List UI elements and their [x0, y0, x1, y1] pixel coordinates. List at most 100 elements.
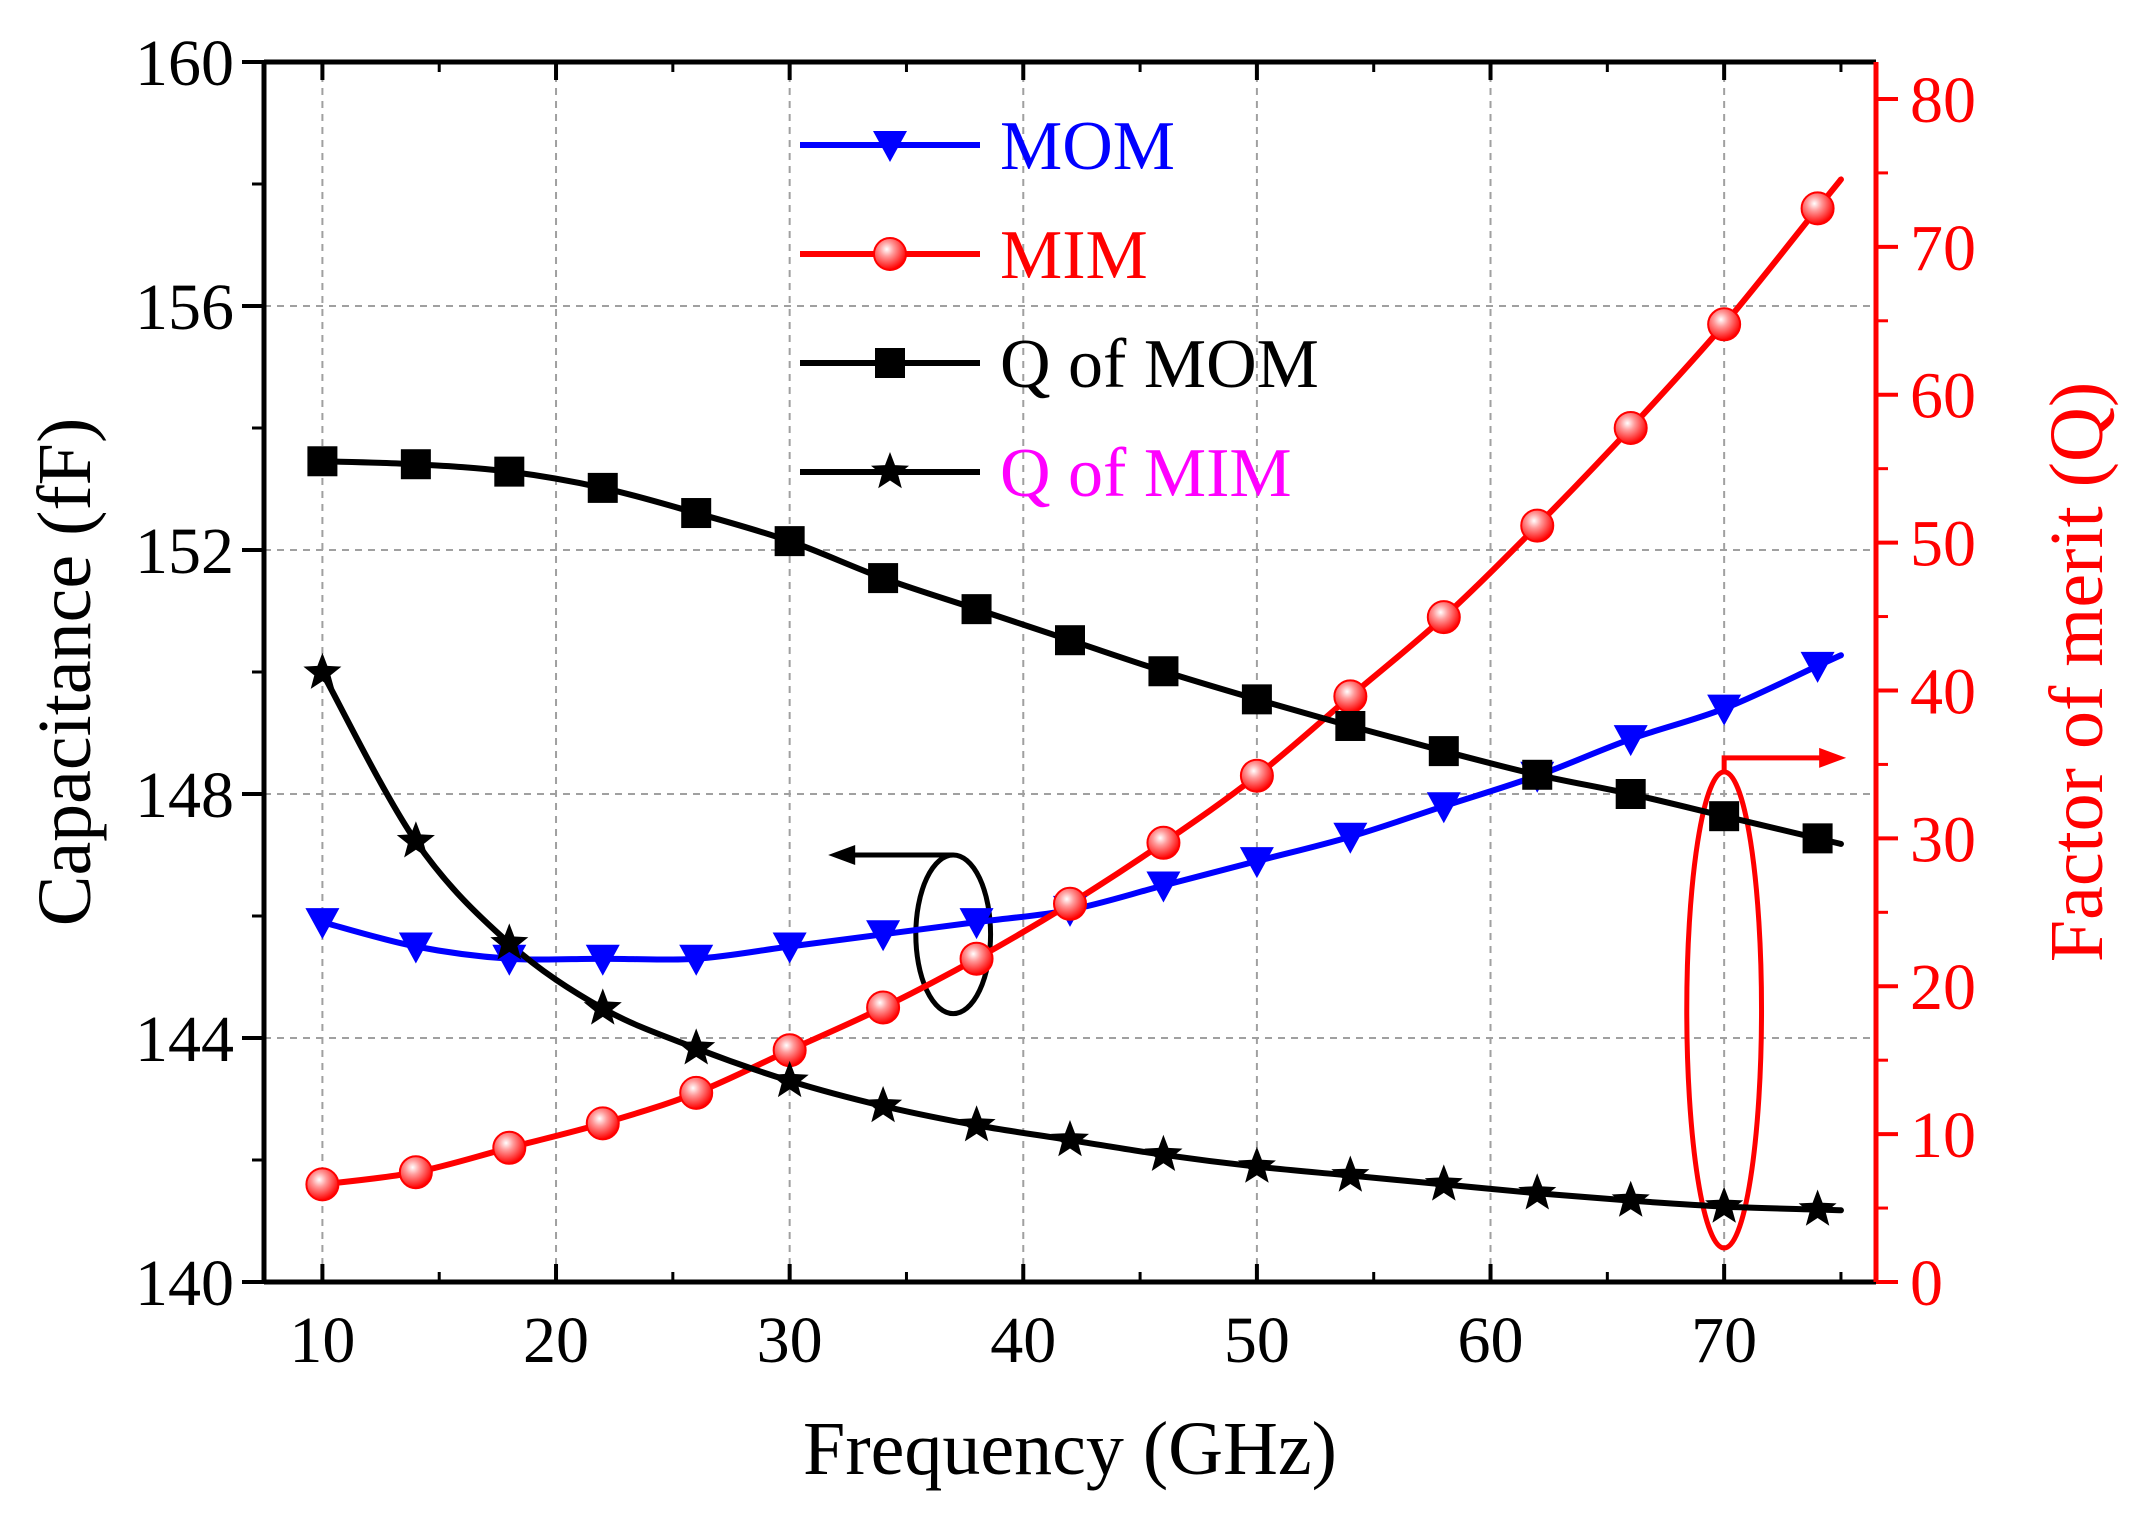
y2-tick-label: 10	[1910, 1099, 1976, 1172]
data-point-q-of-mim	[1611, 1180, 1650, 1217]
y2-tick-label: 70	[1910, 212, 1976, 285]
data-point-q-of-mim	[1518, 1173, 1557, 1210]
y-tick-label: 144	[135, 1003, 234, 1076]
y2-tick-label: 50	[1910, 508, 1976, 581]
data-point-q-of-mim	[583, 988, 622, 1025]
data-point-q-of-mom	[1335, 710, 1366, 741]
data-point-mom	[679, 944, 714, 976]
legend-marker-q-of-mim	[871, 452, 909, 489]
data-point-q-of-mom	[1148, 656, 1179, 687]
legend-marker-mom	[873, 131, 907, 162]
data-point-q-of-mom	[1802, 823, 1833, 854]
x-tick-label: 60	[1458, 1304, 1524, 1377]
data-point-q-of-mom	[1522, 759, 1553, 790]
legend-label-q-of-mom: Q of MOM	[1000, 326, 1319, 403]
y2-axis-title: Factor of merit (Q)	[2035, 382, 2119, 962]
data-point-q-of-mom	[1709, 801, 1740, 832]
data-point-mim	[1146, 825, 1181, 860]
data-point-q-of-mom	[587, 472, 618, 503]
x-tick-label: 50	[1224, 1304, 1290, 1377]
data-point-q-of-mom	[1055, 625, 1085, 656]
x-axis-title: Frequency (GHz)	[803, 1407, 1337, 1491]
data-point-mim	[1520, 508, 1555, 543]
data-point-mim	[1707, 307, 1742, 342]
markers-layer	[303, 191, 1837, 1226]
data-point-q-of-mim	[957, 1105, 996, 1142]
data-point-mom	[305, 908, 340, 940]
annotation-arrow-right	[1721, 755, 1825, 772]
data-point-q-of-mom	[961, 594, 992, 625]
data-point-q-of-mim	[396, 821, 435, 858]
x-tick-label: 10	[289, 1304, 355, 1377]
data-point-mim	[585, 1106, 620, 1141]
data-point-mim	[1239, 758, 1274, 793]
data-point-q-of-mom	[681, 498, 712, 529]
data-point-mom	[1239, 847, 1274, 879]
data-point-q-of-mim	[677, 1028, 716, 1065]
data-point-mim	[1333, 679, 1368, 714]
data-point-q-of-mim	[864, 1086, 903, 1123]
data-point-q-of-mom	[307, 446, 338, 477]
legend-label-q-of-mim: Q of MIM	[1000, 435, 1292, 512]
data-point-mom	[772, 932, 807, 964]
data-point-q-of-mim	[1424, 1164, 1463, 1201]
x-tick-label: 40	[990, 1304, 1056, 1377]
legend-label-mom: MOM	[1000, 108, 1175, 185]
legend: MOM MIM Q of MOM Q of MIM	[800, 108, 1319, 512]
annotation-arrowhead-left	[828, 845, 856, 865]
data-point-q-of-mim	[490, 923, 529, 960]
data-point-q-of-mim	[770, 1060, 809, 1098]
x-tick-label: 30	[757, 1304, 823, 1377]
data-point-mom	[1146, 871, 1181, 903]
data-point-mom	[1333, 822, 1368, 854]
legend-marker-mim	[873, 237, 907, 271]
data-point-q-of-mom	[400, 449, 431, 480]
y2-tick-label: 0	[1910, 1247, 1943, 1320]
data-point-mom	[398, 932, 433, 964]
data-point-mim	[305, 1167, 340, 1202]
data-point-mom	[585, 944, 620, 976]
y-axis-title: Capacitance (fF)	[23, 418, 107, 927]
data-point-q-of-mim	[303, 652, 342, 689]
data-point-mim	[866, 990, 901, 1025]
data-point-q-of-mom	[494, 456, 525, 487]
data-point-q-of-mim	[1144, 1134, 1183, 1171]
data-point-q-of-mim	[1331, 1155, 1370, 1192]
data-point-q-of-mom	[1428, 736, 1459, 767]
data-point-q-of-mim	[1237, 1146, 1276, 1183]
y2-tick-label: 40	[1910, 655, 1976, 728]
x-tick-label: 70	[1691, 1304, 1757, 1377]
data-point-mim	[1800, 191, 1835, 226]
data-point-mim	[1053, 886, 1087, 921]
annotations	[828, 747, 1847, 1251]
data-point-mim	[1426, 600, 1461, 635]
data-point-mim	[959, 941, 994, 976]
y-tick-label: 148	[135, 759, 234, 832]
y2-tick-label: 80	[1910, 64, 1976, 137]
y-tick-label: 156	[135, 271, 234, 344]
data-point-mom	[1707, 694, 1742, 726]
y2-tick-label: 20	[1910, 951, 1976, 1024]
data-point-mom	[959, 908, 994, 940]
data-point-mom	[1426, 792, 1461, 824]
legend-marker-q-of-mom	[875, 348, 905, 378]
data-point-q-of-mim	[1051, 1120, 1089, 1157]
y-tick-label: 152	[135, 515, 234, 588]
data-point-mim	[1613, 411, 1648, 445]
data-point-q-of-mom	[1615, 779, 1646, 809]
data-point-mim	[492, 1130, 527, 1165]
y-tick-label: 160	[135, 27, 234, 100]
data-point-mom	[1613, 725, 1648, 757]
data-point-mom	[866, 920, 901, 952]
x-tick-label: 20	[523, 1304, 589, 1377]
y2-tick-label: 60	[1910, 360, 1976, 433]
data-point-q-of-mom	[774, 526, 805, 557]
annotation-arrowhead-right	[1819, 747, 1847, 768]
data-point-q-of-mim	[1705, 1186, 1744, 1223]
legend-label-mim: MIM	[1000, 217, 1148, 294]
axes: 10 20 30 40 50 60 70 140 144 148 152 156 160 0 10 20 30 4…	[135, 27, 1976, 1377]
y-tick-label: 140	[135, 1247, 234, 1320]
data-point-q-of-mom	[1241, 684, 1272, 715]
data-point-mom	[1800, 651, 1835, 683]
